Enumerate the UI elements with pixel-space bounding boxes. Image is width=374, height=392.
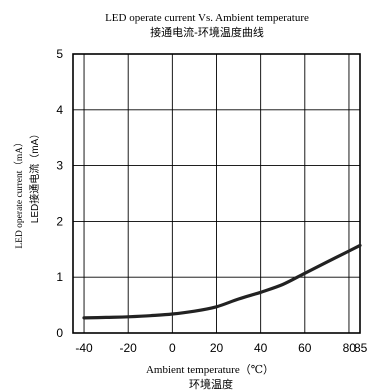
y-tick-label: 3 — [56, 159, 63, 173]
chart-title: LED operate current Vs. Ambient temperat… — [105, 12, 309, 24]
x-tick-label: 40 — [254, 341, 268, 355]
x-tick-label: 60 — [298, 341, 312, 355]
plot-frame — [72, 53, 361, 334]
chart-subtitle: 接通电流-环境温度曲线 — [150, 25, 264, 39]
y-tick-labels: 0 1 2 3 4 5 — [56, 47, 63, 340]
series-line — [82, 243, 362, 320]
x-tick-label: -40 — [75, 341, 93, 355]
y-axis-label-cn: LED接通电流（mA） — [28, 129, 41, 223]
x-tick-label: 85 — [354, 341, 368, 355]
y-tick-label: 4 — [56, 103, 63, 117]
x-tick-label: 0 — [169, 341, 176, 355]
x-tick-label: 80 — [343, 341, 357, 355]
y-tick-label: 0 — [56, 326, 63, 340]
x-axis-label: Ambient temperature（℃） — [146, 363, 274, 376]
x-tick-label: -20 — [120, 341, 138, 355]
y-tick-label: 2 — [56, 214, 63, 228]
x-tick-label: 20 — [210, 341, 224, 355]
gridlines — [73, 54, 360, 333]
y-tick-label: 5 — [56, 47, 63, 61]
x-axis-label-cn: 环境温度 — [189, 377, 233, 391]
y-axis-label: LED operate current（mA） — [13, 137, 25, 248]
y-tick-label: 1 — [56, 270, 63, 284]
